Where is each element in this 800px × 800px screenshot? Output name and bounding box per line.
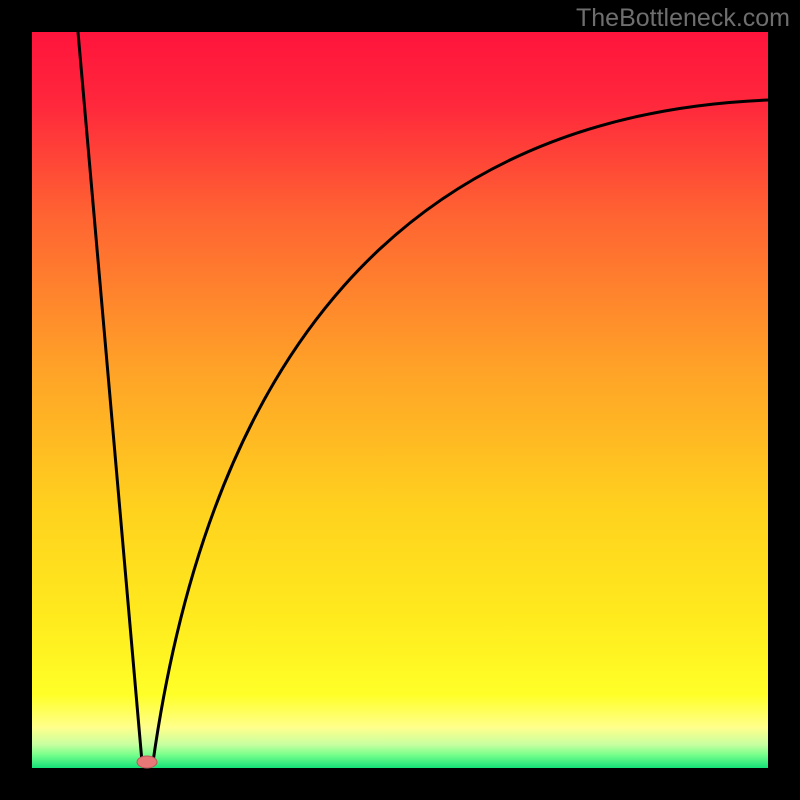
bottleneck-chart: [0, 0, 800, 800]
watermark-text: TheBottleneck.com: [576, 4, 790, 33]
chart-container: TheBottleneck.com: [0, 0, 800, 800]
gradient-background: [32, 32, 768, 768]
optimal-point-marker: [137, 756, 157, 768]
